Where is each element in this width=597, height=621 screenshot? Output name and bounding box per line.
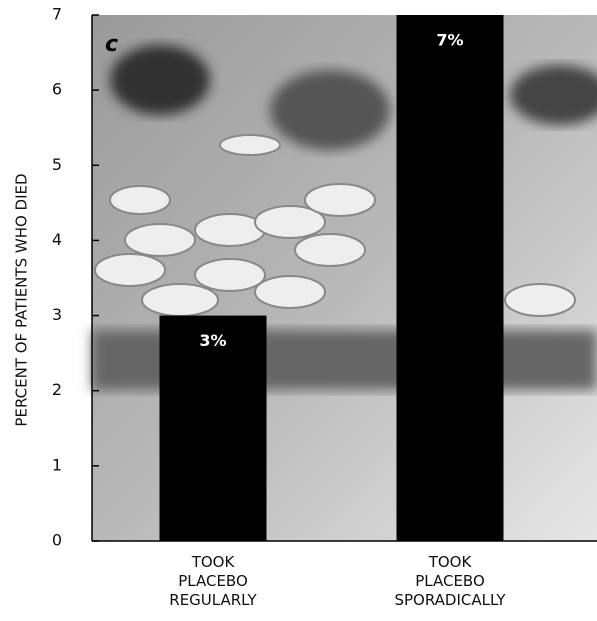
panel-label: c [105, 32, 118, 57]
x-tick-label: TOOK PLACEBO REGULARLY [138, 553, 288, 610]
y-axis-label: PERCENT OF PATIENTS WHO DIED [13, 173, 31, 426]
y-tick-label: 1 [52, 455, 62, 474]
y-tick-label: 0 [52, 531, 62, 550]
y-tick-label: 2 [52, 380, 62, 399]
y-tick-label: 3 [52, 305, 62, 324]
y-tick-label: 6 [52, 80, 62, 99]
x-tick-label: TOOK PLACEBO SPORADICALLY [375, 553, 525, 610]
bar [397, 15, 504, 541]
value-label: 3% [199, 331, 226, 350]
chart: c PERCENT OF PATIENTS WHO DIED 0 1 2 3 4 5 6 7 3… [0, 0, 597, 621]
value-label: 7% [436, 31, 463, 50]
y-tick-label: 7 [52, 5, 62, 24]
chart-page: c PERCENT OF PATIENTS WHO DIED 0 1 2 3 4 5 6 7 3… [0, 0, 597, 621]
y-tick-label: 4 [52, 230, 62, 249]
y-tick-label: 5 [52, 155, 62, 174]
